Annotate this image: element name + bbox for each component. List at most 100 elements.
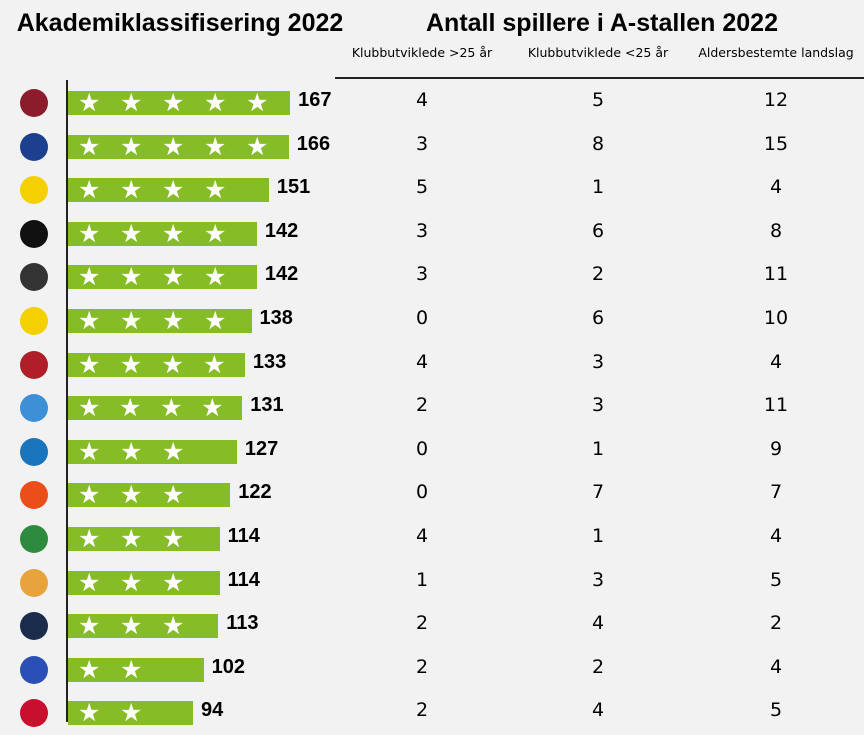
data-label: 102 <box>211 655 246 678</box>
hamkam-logo-icon <box>20 525 48 553</box>
star-icon: ★ <box>120 524 143 553</box>
star-icon: ★ <box>78 262 101 292</box>
table-cell: 1 <box>591 437 605 460</box>
bar: ★ ★ ★ <box>68 611 219 641</box>
table-cell: 15 <box>763 132 789 155</box>
table-cell: 3 <box>591 350 605 373</box>
data-label: 142 <box>264 219 299 242</box>
data-label: 122 <box>238 481 272 504</box>
table-cell: 4 <box>769 655 783 678</box>
star-icon: ★ <box>120 131 143 161</box>
star-icon: ★ <box>162 436 185 466</box>
star-icon: ★ <box>78 611 101 641</box>
table-cell: 5 <box>769 699 783 722</box>
table-cell: 5 <box>591 89 605 111</box>
table-cell: 4 <box>591 612 605 635</box>
bar: ★ ★ ★ ★ ★ <box>68 131 289 161</box>
table-row: ★ ★ ★ ★ 131 2 3 11 <box>0 386 864 430</box>
table-cell: 2 <box>769 612 783 635</box>
star-icon: ★ <box>162 524 185 553</box>
star-icon: ★ <box>120 306 143 335</box>
bar: ★ ★ <box>68 654 204 684</box>
table-row: ★ ★ ★ ★ 142 3 6 8 <box>0 212 864 256</box>
star-icon: ★ <box>78 349 101 379</box>
star-icon: ★ <box>203 349 226 379</box>
table-cell: 4 <box>591 699 605 722</box>
kristiansund-logo-icon <box>20 612 48 641</box>
star-icon: ★ <box>246 88 269 117</box>
rosenborg-logo-icon <box>20 263 48 292</box>
star-icon: ★ <box>162 567 185 597</box>
table-row: ★ ★ 94 2 4 5 <box>0 691 864 735</box>
tromso-logo-icon <box>20 350 48 379</box>
table-cell: 6 <box>591 307 605 329</box>
lillestrom-logo-icon <box>20 307 48 335</box>
star-icon: ★ <box>204 88 227 117</box>
column-header: Klubbutviklede >25 år <box>351 45 493 60</box>
table-cell: 11 <box>763 394 789 417</box>
table-cell: 0 <box>415 307 429 329</box>
table-cell: 2 <box>415 612 429 635</box>
table-row: ★ ★ ★ ★ ★ 166 3 8 15 <box>0 125 864 169</box>
fk-haugesund-logo-icon <box>20 437 48 466</box>
table-row: ★ ★ ★ ★ 138 0 6 10 <box>0 299 864 343</box>
star-icon: ★ <box>162 131 185 161</box>
star-icon: ★ <box>120 262 143 292</box>
odd-logo-icon <box>20 219 48 248</box>
data-label: 133 <box>252 350 287 373</box>
star-icon: ★ <box>120 654 143 684</box>
data-label: 166 <box>296 132 331 155</box>
data-label: 114 <box>227 525 260 547</box>
table-row: ★ ★ ★ 122 0 7 7 <box>0 473 864 517</box>
star-icon: ★ <box>78 306 101 335</box>
bar: ★ ★ ★ ★ <box>68 218 257 248</box>
table-cell: 1 <box>415 568 429 591</box>
header-divider <box>335 77 864 79</box>
data-label: 94 <box>201 699 224 722</box>
star-icon: ★ <box>120 175 143 205</box>
valerenga-logo-icon <box>20 132 48 161</box>
star-icon: ★ <box>78 567 101 597</box>
table-row: ★ ★ ★ ★ 133 4 3 4 <box>0 343 864 387</box>
bar: ★ ★ ★ <box>68 436 237 466</box>
data-label: 142 <box>264 263 299 286</box>
star-icon: ★ <box>78 698 101 728</box>
table-cell: 0 <box>415 481 429 504</box>
star-icon: ★ <box>78 218 101 248</box>
star-icon: ★ <box>162 88 185 117</box>
table-cell: 2 <box>415 655 429 678</box>
data-label: 167 <box>298 89 332 111</box>
viking-fk-logo-icon <box>20 89 48 117</box>
table-cell: 10 <box>763 307 789 329</box>
y-axis-line <box>66 80 68 722</box>
data-label: 127 <box>244 437 279 460</box>
table-row: ★ ★ ★ ★ 151 5 1 4 <box>0 168 864 212</box>
data-label: 151 <box>276 176 311 199</box>
table-cell: 4 <box>769 525 783 547</box>
data-label: 131 <box>250 394 284 417</box>
column-header: Aldersbestemte landslag <box>698 45 854 60</box>
table-cell: 1 <box>591 525 605 547</box>
data-label: 113 <box>226 612 259 635</box>
star-icon: ★ <box>78 480 101 510</box>
star-icon: ★ <box>120 567 143 597</box>
bar: ★ ★ ★ ★ ★ <box>68 88 291 117</box>
table-cell: 4 <box>415 89 429 111</box>
star-icon: ★ <box>204 175 227 205</box>
table-cell: 8 <box>769 219 783 242</box>
star-icon: ★ <box>160 393 183 423</box>
star-icon: ★ <box>120 698 143 728</box>
star-icon: ★ <box>78 524 101 553</box>
right-title: Antall spillere i A-stallen 2022 <box>426 9 778 37</box>
star-icon: ★ <box>119 393 142 423</box>
table-cell: 4 <box>415 525 429 547</box>
table-row: ★ ★ ★ ★ ★ 167 4 5 12 <box>0 81 864 125</box>
bar: ★ ★ <box>68 698 194 728</box>
table-row: ★ ★ 102 2 2 4 <box>0 648 864 692</box>
bodo-glimt-logo-icon <box>20 176 48 205</box>
star-icon: ★ <box>162 306 185 335</box>
star-icon: ★ <box>162 175 185 205</box>
bar: ★ ★ ★ ★ <box>68 262 257 292</box>
table-cell: 0 <box>415 437 429 460</box>
table-cell: 3 <box>591 394 605 417</box>
